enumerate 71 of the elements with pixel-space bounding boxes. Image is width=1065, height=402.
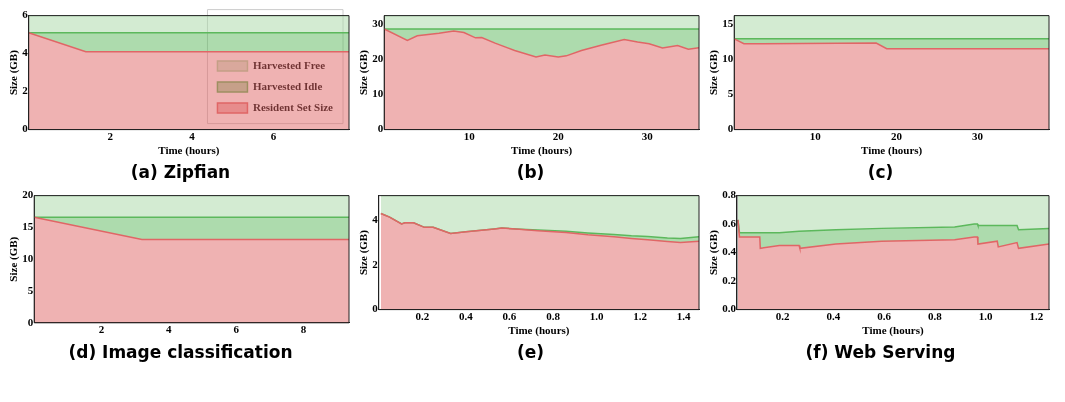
y-axis-title: Size (GB) — [357, 49, 371, 96]
legend-label: Harvested Idle — [252, 79, 323, 92]
y-tick-label: 5 — [727, 87, 734, 100]
x-tick-label: 0.4 — [458, 310, 474, 323]
x-tick-label: 1.2 — [633, 310, 648, 323]
x-tick-label: 2 — [98, 323, 105, 336]
y-tick-label: 5 — [27, 283, 34, 296]
y-tick-label: 0.2 — [722, 273, 737, 286]
y-tick-label: 15 — [722, 16, 734, 29]
x-axis-title: Time (hours) — [860, 144, 923, 158]
x-tick-label: 6 — [270, 130, 277, 143]
x-tick-label: 0.2 — [775, 310, 790, 323]
x-tick-label: 8 — [300, 323, 307, 336]
x-tick-label: 0.8 — [546, 310, 561, 323]
x-tick-label: 6 — [233, 323, 240, 336]
y-tick-label: 0.8 — [722, 188, 737, 201]
y-tick-label: 0.0 — [722, 302, 737, 315]
y-axis-title: Size (GB) — [357, 229, 371, 276]
y-axis-title: Size (GB) — [7, 236, 21, 282]
y-tick-label: 0.6 — [722, 216, 737, 229]
x-tick-label: 0.6 — [502, 310, 517, 323]
x-tick-label: 1.0 — [589, 310, 604, 323]
y-tick-label: 0 — [22, 122, 29, 135]
text: (a) Zipfian — [129, 162, 232, 182]
x-tick-label: 0.4 — [826, 310, 841, 323]
x-tick-label: 0.8 — [927, 310, 943, 323]
y-tick-label: 0.4 — [722, 245, 737, 258]
x-tick-label: 30 — [641, 130, 654, 143]
x-tick-label: 10 — [809, 130, 822, 143]
x-axis-title: Time (hours) — [510, 144, 573, 158]
y-axis-title: Size (GB) — [707, 229, 721, 276]
y-tick-label: 2 — [22, 84, 29, 97]
x-tick-label: 20 — [890, 130, 903, 143]
x-tick-label: 1.4 — [676, 310, 692, 323]
y-tick-label: 15 — [22, 220, 34, 233]
x-tick-label: 1.0 — [978, 310, 993, 323]
x-axis-title: Time (hours) — [862, 324, 924, 338]
y-tick-label: 6 — [22, 8, 29, 21]
legend-label: Harvested Free — [252, 58, 326, 71]
y-axis-title: Size (GB) — [7, 49, 21, 96]
y-tick-label: 2 — [372, 257, 379, 270]
x-axis-title: Time (hours) — [508, 324, 570, 338]
x-tick-label: 10 — [463, 130, 476, 143]
x-tick-label: 4 — [166, 323, 173, 336]
y-tick-label: 0 — [27, 315, 34, 328]
text: (c) — [866, 162, 895, 182]
x-tick-label: 20 — [552, 130, 565, 143]
x-tick-label: 0.2 — [415, 310, 430, 323]
text: (e) — [515, 342, 546, 362]
y-tick-label: 20 — [22, 188, 34, 201]
y-tick-label: 0 — [727, 122, 734, 135]
y-tick-label: 30 — [372, 16, 384, 29]
x-tick-label: 1.2 — [1029, 310, 1044, 323]
text: (d) Image classification — [67, 342, 294, 362]
y-tick-label: 10 — [372, 87, 384, 100]
x-tick-label: 0.6 — [877, 310, 892, 323]
x-axis-title: Time (hours) — [158, 144, 220, 158]
y-tick-label: 10 — [22, 252, 34, 265]
y-tick-label: 0 — [377, 122, 384, 135]
text: (b) — [515, 162, 546, 182]
legend-label: Resident Set Size — [252, 100, 334, 113]
y-tick-label: 20 — [372, 51, 384, 64]
y-tick-label: 10 — [722, 52, 734, 65]
y-tick-label: 4 — [372, 213, 379, 226]
y-axis-title: Size (GB) — [707, 49, 721, 96]
x-tick-label: 2 — [107, 130, 114, 143]
y-tick-label: 0 — [372, 302, 379, 315]
text: (f) Web Serving — [804, 342, 957, 362]
y-tick-label: 4 — [22, 46, 29, 59]
x-tick-label: 4 — [189, 130, 196, 143]
x-tick-label: 30 — [972, 130, 984, 143]
